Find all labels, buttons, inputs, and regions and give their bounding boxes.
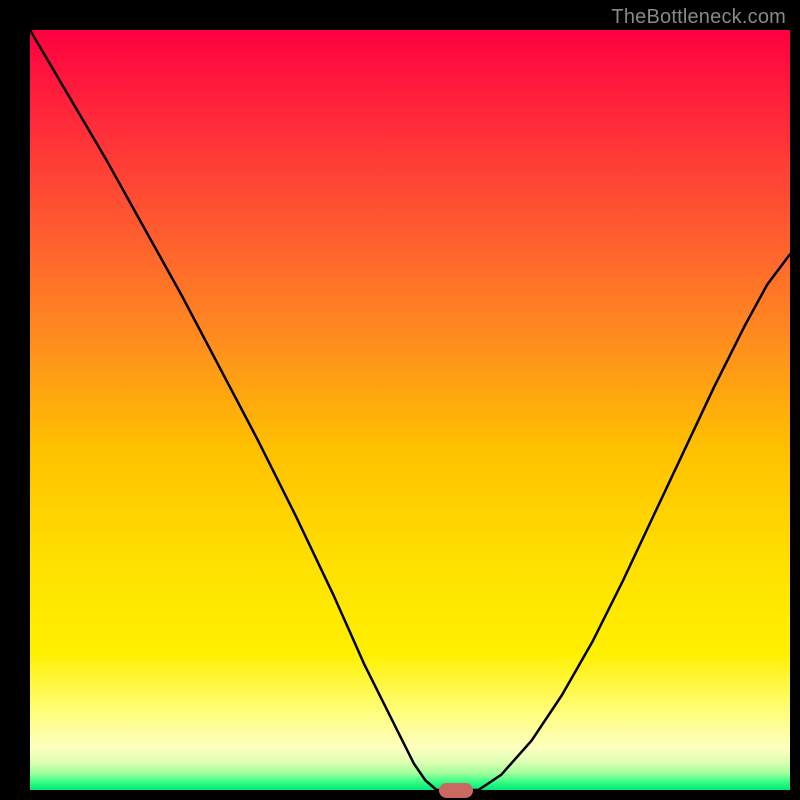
plot-background-gradient	[30, 30, 790, 790]
bottleneck-chart	[0, 0, 800, 800]
chart-container: TheBottleneck.com	[0, 0, 800, 800]
watermark-label: TheBottleneck.com	[611, 6, 786, 29]
optimal-marker	[439, 783, 473, 798]
